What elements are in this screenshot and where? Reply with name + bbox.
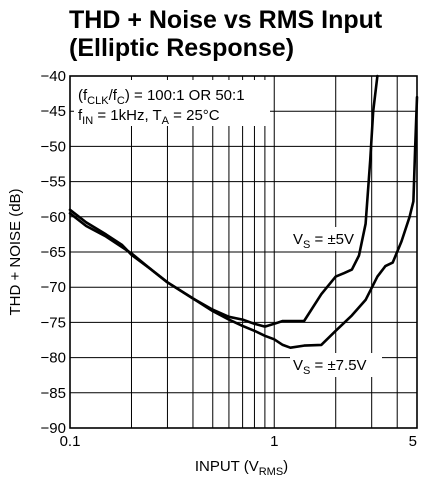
- y-tick-label: −65: [41, 244, 66, 261]
- x-tick-label: 5: [409, 433, 417, 450]
- y-tick-label: −80: [41, 350, 66, 367]
- plot-frame: [69, 75, 418, 429]
- x-tick-labels: 0.1 1 5: [60, 433, 417, 450]
- x-axis-label: INPUT (VRMS): [195, 458, 288, 478]
- y-tick-label: −60: [41, 209, 66, 226]
- series-label-vs-7-5v: VS = ±7.5V: [293, 357, 367, 377]
- y-tick-label: −55: [41, 174, 66, 191]
- conditions-box-background: [74, 80, 270, 126]
- y-axis-label: THD + NOISE (dB): [7, 188, 24, 315]
- conditions-line-2: fIN = 1kHz, TA = 25°C: [78, 107, 220, 127]
- x-tick-label: 0.1: [60, 433, 81, 450]
- y-tick-label: −45: [41, 103, 66, 120]
- conditions-line-1: (fCLK/fC) = 100:1 OR 50:1: [78, 87, 245, 107]
- chart-title-line-2: (Elliptic Response): [69, 34, 294, 62]
- y-tick-label: −40: [41, 68, 66, 85]
- y-tick-label: −70: [41, 279, 66, 296]
- series-line-vs-7-5v: [68, 95, 419, 349]
- series-label-background-5v: [290, 227, 370, 251]
- chart-title-line-1: THD + Noise vs RMS Input: [69, 6, 383, 34]
- y-tick-label: −85: [41, 385, 66, 402]
- data-series: [68, 74, 419, 349]
- series-label-background-7-5v: [290, 353, 382, 377]
- y-tick-label: −50: [41, 138, 66, 155]
- y-tick-label: −90: [41, 420, 66, 437]
- y-tick-labels: −40 −45 −50 −55 −60 −65 −70 −75 −80 −85 −90: [41, 68, 66, 437]
- x-tick-label: 1: [270, 433, 278, 450]
- y-tick-label: −75: [41, 314, 66, 331]
- series-label-vs-5v: VS = ±5V: [293, 231, 354, 251]
